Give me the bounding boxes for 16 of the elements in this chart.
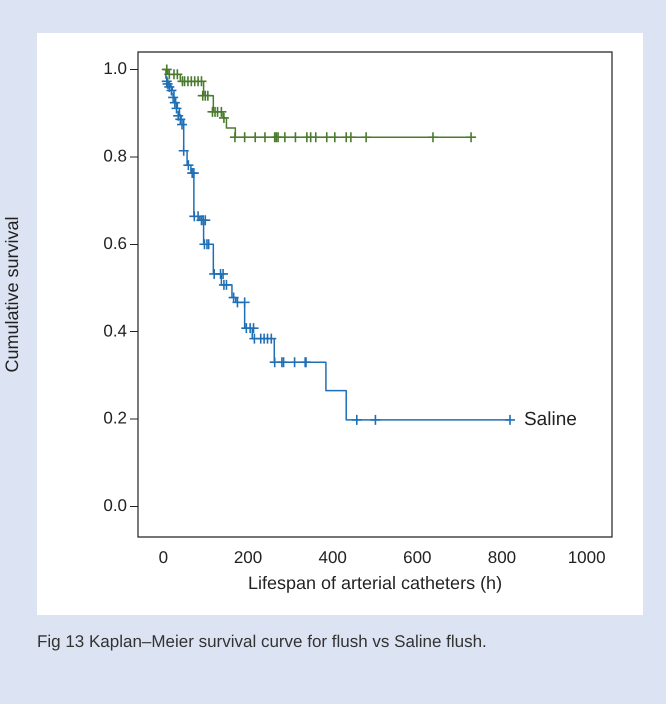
y-tick-label: 0.4	[103, 321, 127, 340]
x-tick-label: 600	[403, 548, 432, 567]
caption: Fig 13 Kaplan–Meier survival curve for flush vs Saline flush.	[37, 631, 488, 653]
x-tick-label: 1000	[568, 548, 606, 567]
series-label: Saline	[524, 409, 577, 430]
y-tick-label: 0.6	[103, 234, 127, 253]
x-tick-label: 800	[488, 548, 516, 567]
x-tick-label: 400	[318, 548, 347, 567]
x-tick-label: 200	[234, 548, 262, 567]
x-axis-title: Lifespan of arterial catheters (h)	[248, 573, 502, 594]
y-axis-title: Cumulative survival	[2, 216, 22, 373]
y-tick-label: 1.0	[103, 59, 127, 78]
y-tick-label: 0.0	[103, 496, 127, 516]
x-tick-label: 0	[158, 548, 168, 567]
y-tick-label: 0.2	[103, 408, 127, 428]
y-tick-label: 0.8	[103, 146, 127, 166]
